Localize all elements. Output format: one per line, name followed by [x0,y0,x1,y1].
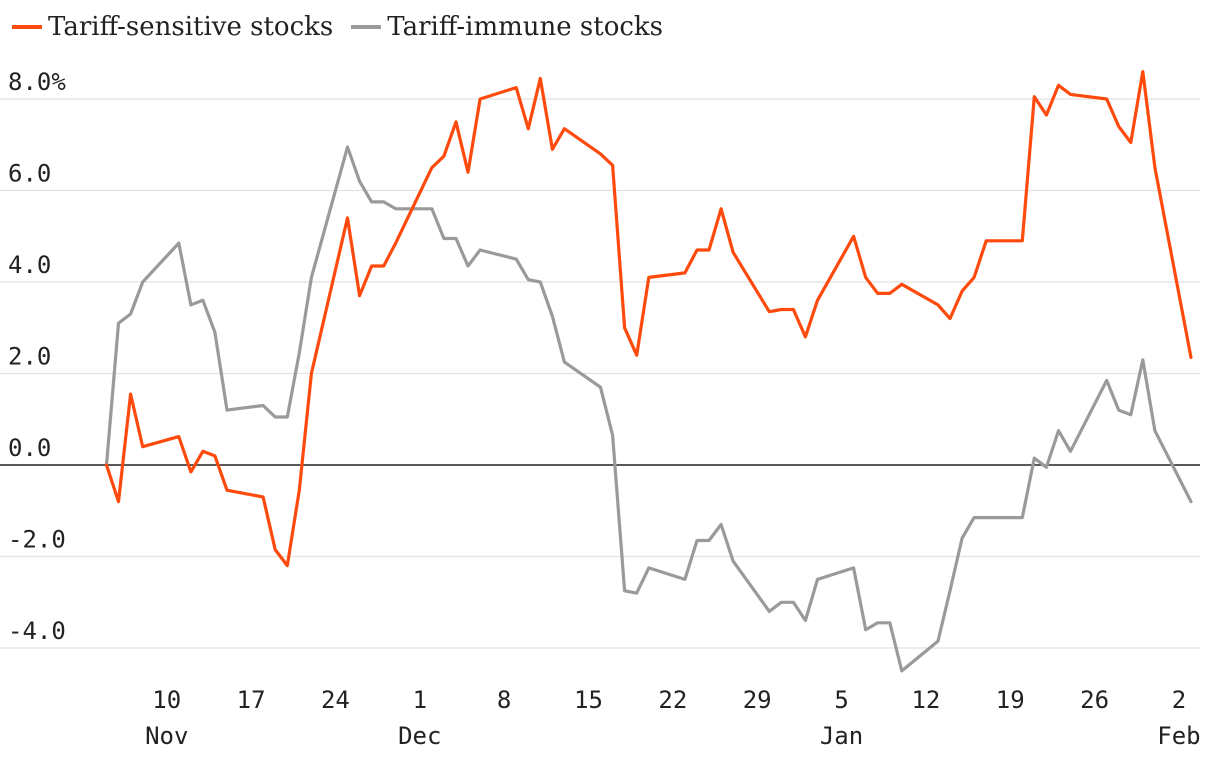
x-tick-label: 19 [996,686,1025,714]
y-tick-label: 4.0 [8,251,51,279]
series-line-tariff-immune [104,145,1193,673]
legend-label-sensitive: Tariff-sensitive stocks [48,12,334,42]
series-line-tariff-sensitive [104,70,1193,568]
x-month-label: Feb [1157,722,1200,750]
y-tick-label: 2.0 [8,343,51,371]
x-month-label: Dec [398,722,441,750]
x-tick-label: 5 [834,686,848,714]
x-tick-label: 15 [574,686,603,714]
y-tick-label: -2.0 [8,526,66,554]
x-tick-label: 26 [1080,686,1109,714]
x-tick-label: 12 [911,686,940,714]
legend-swatch-sensitive [12,25,42,29]
x-tick-label: 10 [152,686,181,714]
legend-item-sensitive: Tariff-sensitive stocks [12,12,333,42]
y-tick-label: 6.0 [8,160,51,188]
x-tick-label: 17 [237,686,266,714]
x-tick-label: 8 [497,686,511,714]
x-tick-label: 2 [1172,686,1186,714]
y-tick-label: 0.0 [8,434,51,462]
y-tick-label: -4.0 [8,617,66,645]
y-tick-label: 8.0% [8,68,66,96]
x-month-label: Nov [145,722,188,750]
x-month-label: Jan [820,722,863,750]
x-tick-label: 22 [658,686,687,714]
x-tick-label: 24 [321,686,350,714]
legend-label-immune: Tariff-immune stocks [387,12,664,42]
x-tick-label: 29 [743,686,772,714]
chart-legend: Tariff-sensitive stocks Tariff-immune st… [12,12,681,42]
x-tick-label: 1 [413,686,427,714]
legend-item-immune: Tariff-immune stocks [351,12,663,42]
legend-swatch-immune [351,25,382,29]
